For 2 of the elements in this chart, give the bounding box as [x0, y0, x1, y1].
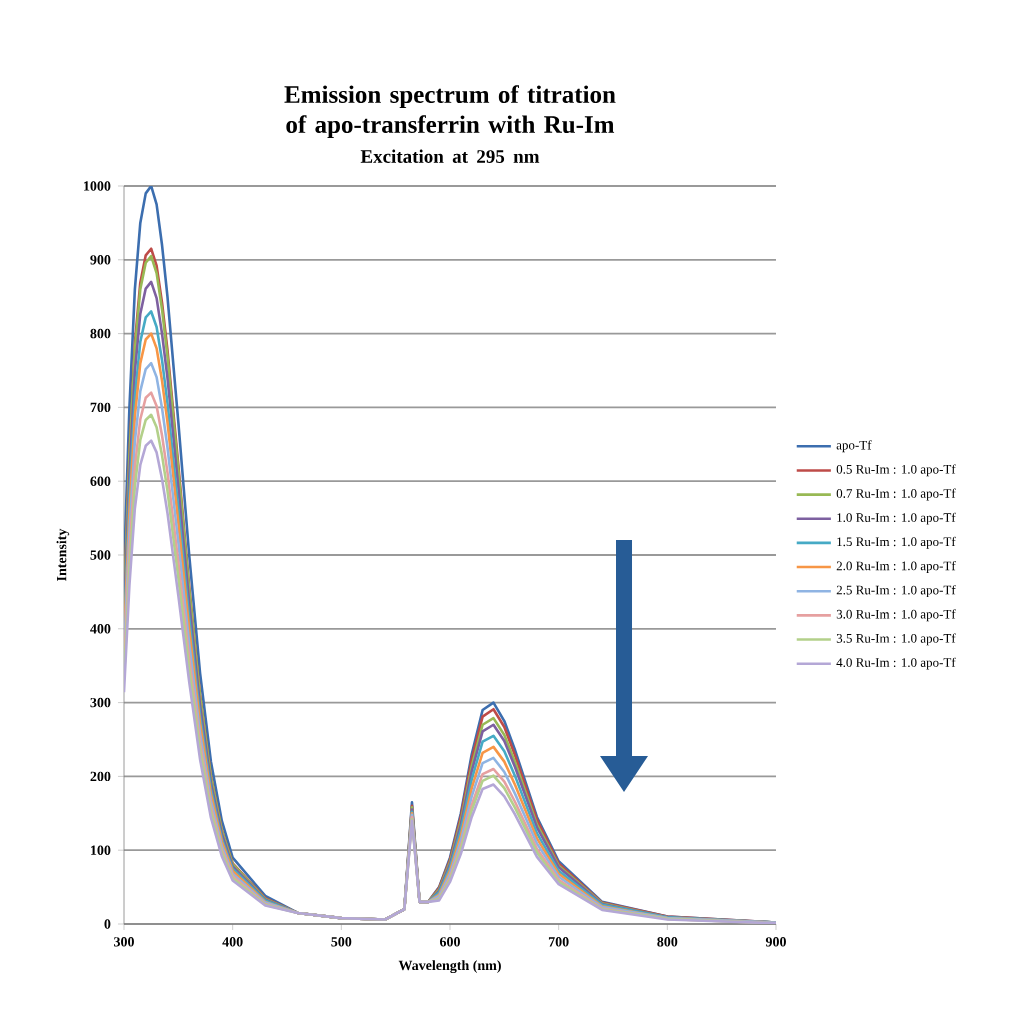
- chart-subtitle: Excitation at 295 nm: [360, 149, 540, 163]
- chart-title: Emission spectrum of titration of apo-transferrin with Ru-Im: [284, 85, 616, 139]
